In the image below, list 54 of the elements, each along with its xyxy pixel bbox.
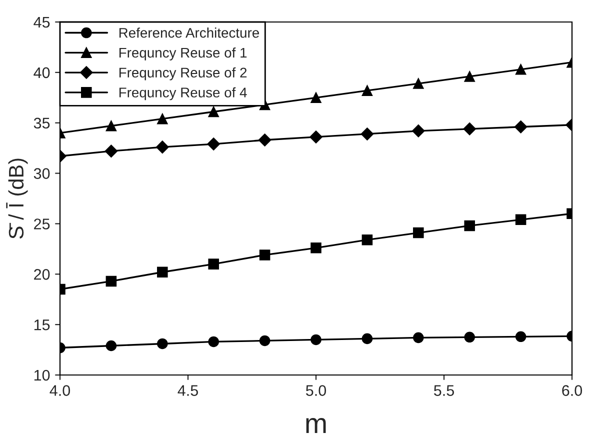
- y-tick-label: 25: [34, 218, 50, 230]
- y-tick-label: 20: [34, 269, 50, 280]
- y-tick-label: 35: [34, 118, 50, 129]
- point: [464, 332, 475, 343]
- point: [360, 128, 374, 140]
- point: [412, 124, 425, 138]
- point: [362, 234, 373, 246]
- point: [208, 106, 219, 118]
- legend-label: Frequncy Reuse of 4: [119, 87, 247, 100]
- y-axis-title: S̄ / Ī (dB): [6, 158, 28, 239]
- point: [514, 120, 528, 134]
- point: [463, 122, 476, 136]
- point: [515, 214, 526, 226]
- point: [104, 144, 118, 158]
- x-tick-label: 4.0: [50, 385, 70, 396]
- y-tick-label: 15: [34, 320, 50, 330]
- x-tick-label: 5.0: [306, 385, 326, 396]
- point: [156, 140, 169, 154]
- legend-label: Reference Architecture: [119, 28, 259, 38]
- legend-label: Frequncy Reuse of 1: [119, 47, 247, 60]
- point: [515, 331, 526, 342]
- y-tick-label: 40: [34, 67, 50, 78]
- x-tick-label: 5.5: [434, 385, 454, 396]
- point: [259, 335, 270, 346]
- point: [413, 227, 424, 238]
- point: [310, 130, 322, 144]
- point: [106, 276, 117, 287]
- point: [413, 332, 424, 344]
- point: [310, 242, 322, 254]
- y-tick-label: 10: [34, 370, 50, 381]
- x-tick-label: 4.5: [178, 385, 198, 396]
- point: [362, 333, 373, 344]
- point: [413, 78, 424, 89]
- point: [157, 113, 168, 124]
- point: [258, 134, 272, 146]
- point: [310, 92, 322, 104]
- point: [207, 138, 220, 150]
- point: [106, 120, 117, 132]
- point: [464, 220, 475, 232]
- point: [157, 266, 168, 278]
- y-tick-label: 45: [34, 17, 50, 28]
- point: [464, 71, 475, 82]
- point: [208, 336, 219, 348]
- point: [515, 64, 526, 75]
- legend-label: Frequncy Reuse of 2: [119, 67, 247, 80]
- point: [106, 340, 117, 352]
- point: [259, 250, 270, 260]
- point: [362, 85, 373, 96]
- x-axis-title: m: [306, 418, 326, 433]
- y-tick-label: 30: [34, 168, 50, 179]
- point: [208, 258, 219, 270]
- point: [310, 334, 322, 346]
- x-tick-label: 6.0: [562, 385, 582, 396]
- point: [157, 338, 168, 350]
